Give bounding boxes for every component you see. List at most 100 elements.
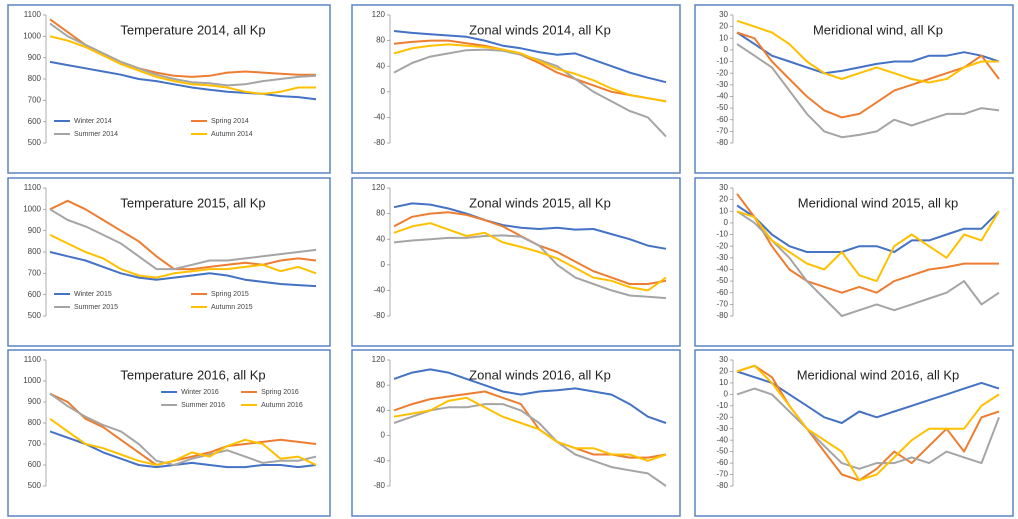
y-tick-label: 500 bbox=[28, 138, 42, 147]
series-line bbox=[393, 202, 667, 250]
y-tick-label: -80 bbox=[716, 311, 728, 320]
y-tick-label: 10 bbox=[719, 33, 728, 42]
chart-title: Zonal winds 2016, all Kp bbox=[469, 367, 611, 382]
series-line bbox=[49, 392, 317, 466]
series-line bbox=[393, 234, 667, 300]
y-tick-label: 80 bbox=[376, 36, 385, 45]
y-tick-label: -80 bbox=[373, 311, 385, 320]
y-tick-label: 0 bbox=[724, 389, 729, 398]
legend-label: Winter 2016 bbox=[181, 389, 219, 396]
legend-label: Winter 2015 bbox=[74, 291, 112, 298]
y-tick-label: 700 bbox=[28, 439, 42, 448]
y-tick-label: 80 bbox=[376, 380, 385, 389]
series-line bbox=[49, 35, 316, 95]
y-tick-label: -80 bbox=[373, 138, 385, 147]
y-tick-label: 1000 bbox=[23, 204, 41, 213]
y-tick-label: 900 bbox=[28, 53, 42, 62]
series-line bbox=[49, 251, 317, 288]
y-tick-label: -70 bbox=[716, 126, 728, 135]
y-tick-label: 40 bbox=[376, 234, 385, 243]
y-tick-label: -40 bbox=[716, 265, 728, 274]
legend-label: Autumn 2014 bbox=[211, 131, 253, 138]
y-tick-label: -20 bbox=[716, 241, 728, 250]
series-line bbox=[49, 199, 317, 271]
legend-label: Autumn 2015 bbox=[211, 304, 253, 311]
y-tick-label: -30 bbox=[716, 253, 728, 262]
chart-title: Meridional wind, all Kp bbox=[813, 22, 943, 37]
y-tick-label: 20 bbox=[719, 22, 728, 31]
y-tick-label: 1000 bbox=[23, 31, 41, 40]
series-line bbox=[736, 19, 999, 84]
chart-panel bbox=[694, 349, 1014, 517]
y-tick-label: 600 bbox=[28, 117, 42, 126]
y-tick-label: -80 bbox=[373, 481, 385, 490]
y-tick-label: -10 bbox=[716, 401, 728, 410]
legend-label: Spring 2014 bbox=[211, 118, 249, 125]
y-tick-label: -40 bbox=[373, 286, 385, 295]
y-tick-label: 1100 bbox=[24, 355, 42, 364]
series-line bbox=[393, 368, 667, 424]
y-tick-label: -10 bbox=[716, 57, 728, 66]
series-line bbox=[736, 204, 1000, 253]
y-tick-label: 0 bbox=[724, 45, 729, 54]
y-tick-label: 800 bbox=[28, 74, 42, 83]
y-tick-label: -30 bbox=[716, 424, 728, 433]
y-tick-label: -50 bbox=[716, 447, 728, 456]
y-tick-label: -50 bbox=[716, 276, 728, 285]
y-tick-label: 600 bbox=[28, 290, 42, 299]
y-tick-label: -20 bbox=[716, 412, 728, 421]
y-tick-label: 10 bbox=[719, 206, 728, 215]
chart-panel bbox=[351, 349, 681, 517]
series-line bbox=[736, 364, 1000, 482]
y-tick-label: 20 bbox=[719, 195, 728, 204]
y-tick-label: -20 bbox=[716, 68, 728, 77]
y-tick-label: 1000 bbox=[23, 376, 41, 385]
y-tick-label: 10 bbox=[719, 378, 728, 387]
y-tick-label: 120 bbox=[372, 10, 386, 19]
series-line bbox=[49, 417, 317, 466]
chart-title: Temperature 2015, all Kp bbox=[120, 195, 265, 210]
y-tick-label: -70 bbox=[716, 299, 728, 308]
y-tick-label: 40 bbox=[376, 406, 385, 415]
series-line bbox=[736, 43, 1000, 139]
chart-panel bbox=[694, 4, 1014, 174]
y-tick-label: -80 bbox=[716, 481, 728, 490]
y-tick-label: 900 bbox=[28, 226, 42, 235]
y-tick-label: -40 bbox=[373, 113, 385, 122]
y-tick-label: -30 bbox=[716, 80, 728, 89]
series-line bbox=[736, 364, 1000, 482]
series-line bbox=[736, 210, 1000, 283]
y-tick-label: 900 bbox=[28, 397, 42, 406]
y-tick-label: 20 bbox=[719, 367, 728, 376]
series-line bbox=[49, 392, 317, 466]
y-tick-label: -10 bbox=[716, 230, 728, 239]
chart-title: Meridional wind 2015, all kp bbox=[798, 195, 958, 210]
legend-label: Winter 2014 bbox=[74, 118, 112, 125]
series-line bbox=[49, 22, 317, 87]
y-tick-label: -40 bbox=[716, 435, 728, 444]
y-tick-label: -80 bbox=[716, 138, 728, 147]
series-line bbox=[393, 39, 667, 103]
y-tick-label: 800 bbox=[28, 247, 42, 256]
y-tick-label: 30 bbox=[719, 10, 728, 19]
series-line bbox=[736, 387, 1000, 470]
series-line bbox=[393, 43, 667, 103]
series-line bbox=[49, 234, 317, 279]
y-tick-label: 120 bbox=[372, 355, 386, 364]
y-tick-label: 800 bbox=[28, 418, 42, 427]
series-line bbox=[393, 403, 667, 487]
y-tick-label: 500 bbox=[28, 311, 42, 320]
legend-label: Summer 2016 bbox=[181, 402, 225, 409]
y-tick-label: 120 bbox=[372, 183, 386, 192]
series-line bbox=[49, 60, 317, 101]
y-tick-label: -60 bbox=[716, 115, 728, 124]
legend-label: Spring 2016 bbox=[261, 389, 299, 396]
chart-title: Zonal winds 2015, all Kp bbox=[469, 195, 611, 210]
y-tick-label: 40 bbox=[376, 61, 385, 70]
series-line bbox=[736, 210, 1000, 317]
y-tick-label: -40 bbox=[716, 92, 728, 101]
y-tick-label: 600 bbox=[28, 460, 42, 469]
series-line bbox=[736, 370, 1000, 424]
